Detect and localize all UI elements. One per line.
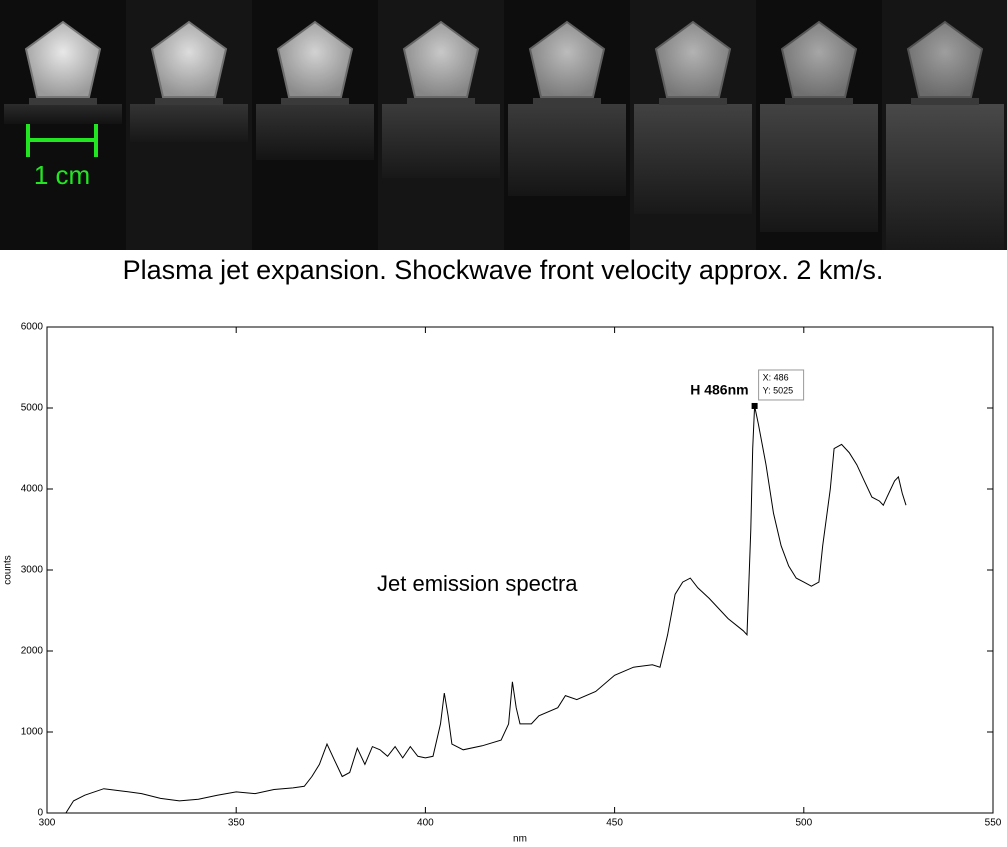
pentagon (780, 20, 858, 98)
plume (760, 104, 878, 232)
x-tick-label: 300 (39, 818, 56, 829)
plume (508, 104, 626, 196)
pentagon (528, 20, 606, 98)
plume (4, 104, 122, 124)
pedestal (659, 98, 727, 105)
plume (382, 104, 500, 178)
pedestal (785, 98, 853, 105)
x-tick-label: 500 (795, 818, 812, 829)
chart: Plasma jet expansion. Shockwave front ve… (3, 255, 1002, 845)
y-tick-label: 0 (37, 808, 43, 819)
x-axis-label: nm (513, 834, 527, 845)
pedestal (533, 98, 601, 105)
pedestal (155, 98, 223, 105)
pentagon (24, 20, 102, 98)
y-tick-label: 1000 (21, 727, 44, 738)
scale-bar (26, 124, 98, 157)
caption: Plasma jet expansion. Shockwave front ve… (123, 255, 884, 285)
x-tick-label: 400 (417, 818, 434, 829)
pedestal (281, 98, 349, 105)
x-tick-label: 450 (606, 818, 623, 829)
x-tick-label: 350 (228, 818, 245, 829)
datatip-y: Y: 5025 (763, 385, 794, 395)
pedestal (407, 98, 475, 105)
datatip-marker (751, 402, 758, 409)
y-axis-label: counts (3, 555, 14, 584)
plume (130, 104, 248, 142)
datatip-x: X: 486 (763, 372, 789, 382)
peak-label: H 486nm (690, 382, 748, 398)
scale-label: 1 cm (34, 160, 90, 190)
spectrum-line (65, 405, 907, 814)
datatip-box (758, 369, 805, 401)
y-tick-label: 6000 (21, 322, 44, 333)
y-tick-label: 2000 (21, 646, 44, 657)
pedestal (29, 98, 97, 105)
pentagon (150, 20, 228, 98)
plume (886, 104, 1004, 250)
image-strip: 1 cm (0, 0, 1007, 250)
pentagon (276, 20, 354, 98)
y-tick-label: 5000 (21, 403, 44, 414)
plot-frame (46, 326, 994, 814)
plume (256, 104, 374, 160)
pentagon (402, 20, 480, 98)
plume (634, 104, 752, 214)
pentagon (906, 20, 984, 98)
pentagon (654, 20, 732, 98)
y-tick-label: 3000 (21, 565, 44, 576)
x-tick-label: 550 (985, 818, 1002, 829)
pedestal (911, 98, 979, 105)
spectrum-label: Jet emission spectra (377, 571, 578, 596)
frames (0, 0, 1007, 250)
y-tick-label: 4000 (21, 484, 44, 495)
